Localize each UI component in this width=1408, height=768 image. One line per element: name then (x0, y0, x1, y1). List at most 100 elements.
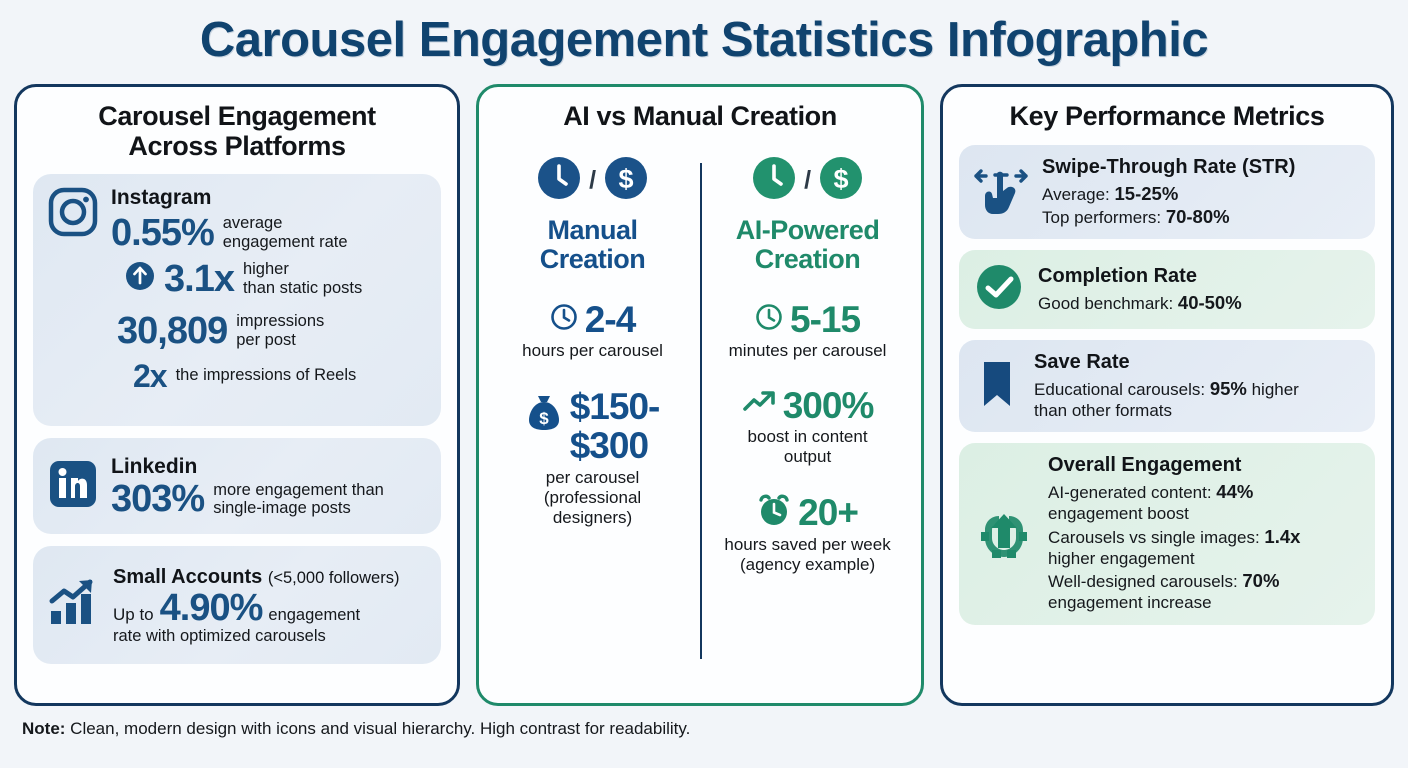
metric-body: Overall Engagement AI-generated content:… (1048, 454, 1361, 613)
column-ai: / $ AI-Powered Creation (700, 141, 915, 691)
manual-stat-hours: 2-4 hours per carousel (485, 301, 700, 361)
manual-stat-cost: $ $150- $300 per carousel (professional (485, 385, 700, 529)
metric-line: than other formats (1034, 401, 1173, 421)
stat-value: 2x (133, 357, 168, 394)
card-small-accounts: Small Accounts (<5,000 followers) Up to … (33, 546, 442, 665)
metric-line: higher engagement (1048, 548, 1195, 568)
stat-caption: hours per carousel (522, 340, 663, 360)
metric-line: AI-generated content: 44% (1048, 481, 1254, 503)
svg-text:$: $ (619, 164, 634, 194)
platform-name-instagram: Instagram (111, 186, 212, 210)
stat-instagram-impressions: 30,809 impressions per post (117, 312, 427, 350)
stat-value: 20+ (798, 491, 859, 533)
stat-instagram-vs-static: 3.1x higher than static posts (125, 260, 427, 298)
stat-desc: impressions per post (236, 312, 325, 349)
separator-slash: / (804, 166, 812, 195)
stat-value: 0.55% (111, 211, 215, 254)
panel-title-metrics: Key Performance Metrics (1009, 101, 1325, 131)
alarm-clock-icon (757, 493, 791, 532)
footer-note: Note: Clean, modern design with icons an… (14, 706, 1394, 739)
metric-save-rate: Save Rate Educational carousels: 95% hig… (959, 340, 1375, 433)
small-accounts-qualifier: (<5,000 followers) (267, 568, 400, 587)
stat-desc: more engagement than single-image posts (213, 480, 384, 518)
bookmark-icon (973, 357, 1021, 416)
metric-line: Carousels vs single images: 1.4x (1048, 525, 1301, 547)
platform-cards: Instagram 0.55% average engagement rate (17, 161, 457, 665)
money-bag-icon: $ (526, 387, 562, 438)
metric-overall-engagement: Overall Engagement AI-generated content:… (959, 443, 1375, 625)
stat-value: $150- $300 (569, 385, 661, 466)
column-divider (700, 163, 703, 660)
dollar-circle-icon: $ (818, 155, 864, 206)
gear-arrow-up-icon (973, 500, 1035, 567)
instagram-icon (47, 186, 99, 243)
metric-body: Save Rate Educational carousels: 95% hig… (1034, 351, 1361, 421)
clock-filled-icon (536, 155, 582, 206)
metric-body: Swipe-Through Rate (STR) Average: 15-25%… (1042, 156, 1361, 228)
metric-line: Good benchmark: 40-50% (1038, 292, 1242, 313)
footer-note-label: Note: (22, 719, 66, 738)
arrow-up-circle-icon (125, 261, 155, 296)
ai-icons: / $ (700, 155, 915, 206)
metric-line: engagement increase (1048, 593, 1212, 613)
comparison-columns: / $ Manual Creation (479, 131, 921, 691)
metric-line: Top performers: 70-80% (1042, 206, 1230, 228)
panels-container: Carousel Engagement Across Platforms Ins… (14, 84, 1394, 706)
panel-key-performance-metrics: Key Performance Metrics Swipe-Through Ra… (940, 84, 1394, 706)
stat-desc-continued: rate with optimized carousels (113, 626, 326, 645)
stat-instagram-engagement-rate: 0.55% average engagement rate (111, 214, 427, 252)
column-manual: / $ Manual Creation (485, 141, 700, 691)
metrics-list: Swipe-Through Rate (STR) Average: 15-25%… (943, 131, 1391, 625)
stat-instagram-reels: 2x the impressions of Reels (133, 360, 427, 392)
clock-outline-icon (550, 303, 578, 336)
stat-small-accounts-rate: Up to 4.90% engagement (113, 589, 427, 627)
panel-title-comparison: AI vs Manual Creation (563, 101, 837, 131)
stat-value: 3.1x (164, 257, 235, 300)
clock-outline-icon (755, 303, 783, 336)
dollar-circle-icon: $ (603, 155, 649, 206)
ai-label: AI-Powered Creation (735, 215, 880, 275)
stat-caption: minutes per carousel (728, 340, 887, 360)
card-linkedin: Linkedin 303% more engagement than singl… (33, 438, 442, 535)
metric-title: Save Rate (1034, 351, 1130, 374)
page-title: Carousel Engagement Statistics Infograph… (199, 13, 1209, 67)
stat-caption: hours saved per week (agency example) (724, 534, 891, 574)
metric-title: Swipe-Through Rate (STR) (1042, 156, 1296, 179)
small-accounts-body: Small Accounts (<5,000 followers) Up to … (113, 566, 427, 645)
clock-filled-icon (751, 155, 797, 206)
footer-note-text: Clean, modern design with icons and visu… (65, 719, 691, 738)
instagram-body: Instagram 0.55% average engagement rate (111, 186, 427, 391)
manual-label: Manual Creation (539, 215, 646, 275)
ai-stat-minutes: 5-15 minutes per carousel (700, 301, 915, 361)
svg-text:$: $ (539, 409, 549, 428)
metric-line: Educational carousels: 95% higher (1034, 377, 1299, 399)
stat-prefix: Up to (113, 604, 154, 624)
separator-slash: / (589, 166, 597, 195)
metric-line: Well-designed carousels: 70% (1048, 570, 1280, 592)
stat-value: 300% (782, 384, 875, 426)
metric-completion-rate: Completion Rate Good benchmark: 40-50% (959, 250, 1375, 330)
metric-body: Completion Rate Good benchmark: 40-50% (1038, 265, 1361, 314)
check-circle-icon (973, 261, 1025, 318)
metric-line: Average: 15-25% (1042, 182, 1179, 204)
panel-carousel-engagement-platforms: Carousel Engagement Across Platforms Ins… (14, 84, 461, 706)
stat-linkedin-engagement: 303% more engagement than single-image p… (111, 480, 427, 518)
manual-icons: / $ (485, 155, 700, 206)
metric-title: Overall Engagement (1048, 454, 1242, 477)
stat-value: 2-4 (584, 298, 636, 340)
panel-ai-vs-manual: AI vs Manual Creation / (476, 84, 925, 706)
platform-name-linkedin: Linkedin (111, 454, 198, 478)
stat-value: 4.90% (159, 586, 264, 629)
ai-stat-boost: 300% boost in content output (700, 387, 915, 467)
svg-text:$: $ (834, 164, 849, 194)
card-instagram: Instagram 0.55% average engagement rate (33, 174, 442, 427)
stat-caption: boost in content output (747, 426, 868, 466)
swipe-hand-icon (973, 163, 1029, 222)
stat-value: 303% (111, 478, 205, 521)
small-accounts-title: Small Accounts (<5,000 followers) (113, 565, 400, 588)
ai-stat-hours-saved: 20+ hours saved per week (agency example… (700, 493, 915, 575)
stat-desc: average engagement rate (222, 214, 348, 251)
metric-swipe-through-rate: Swipe-Through Rate (STR) Average: 15-25%… (959, 145, 1375, 240)
linkedin-icon (47, 458, 99, 515)
